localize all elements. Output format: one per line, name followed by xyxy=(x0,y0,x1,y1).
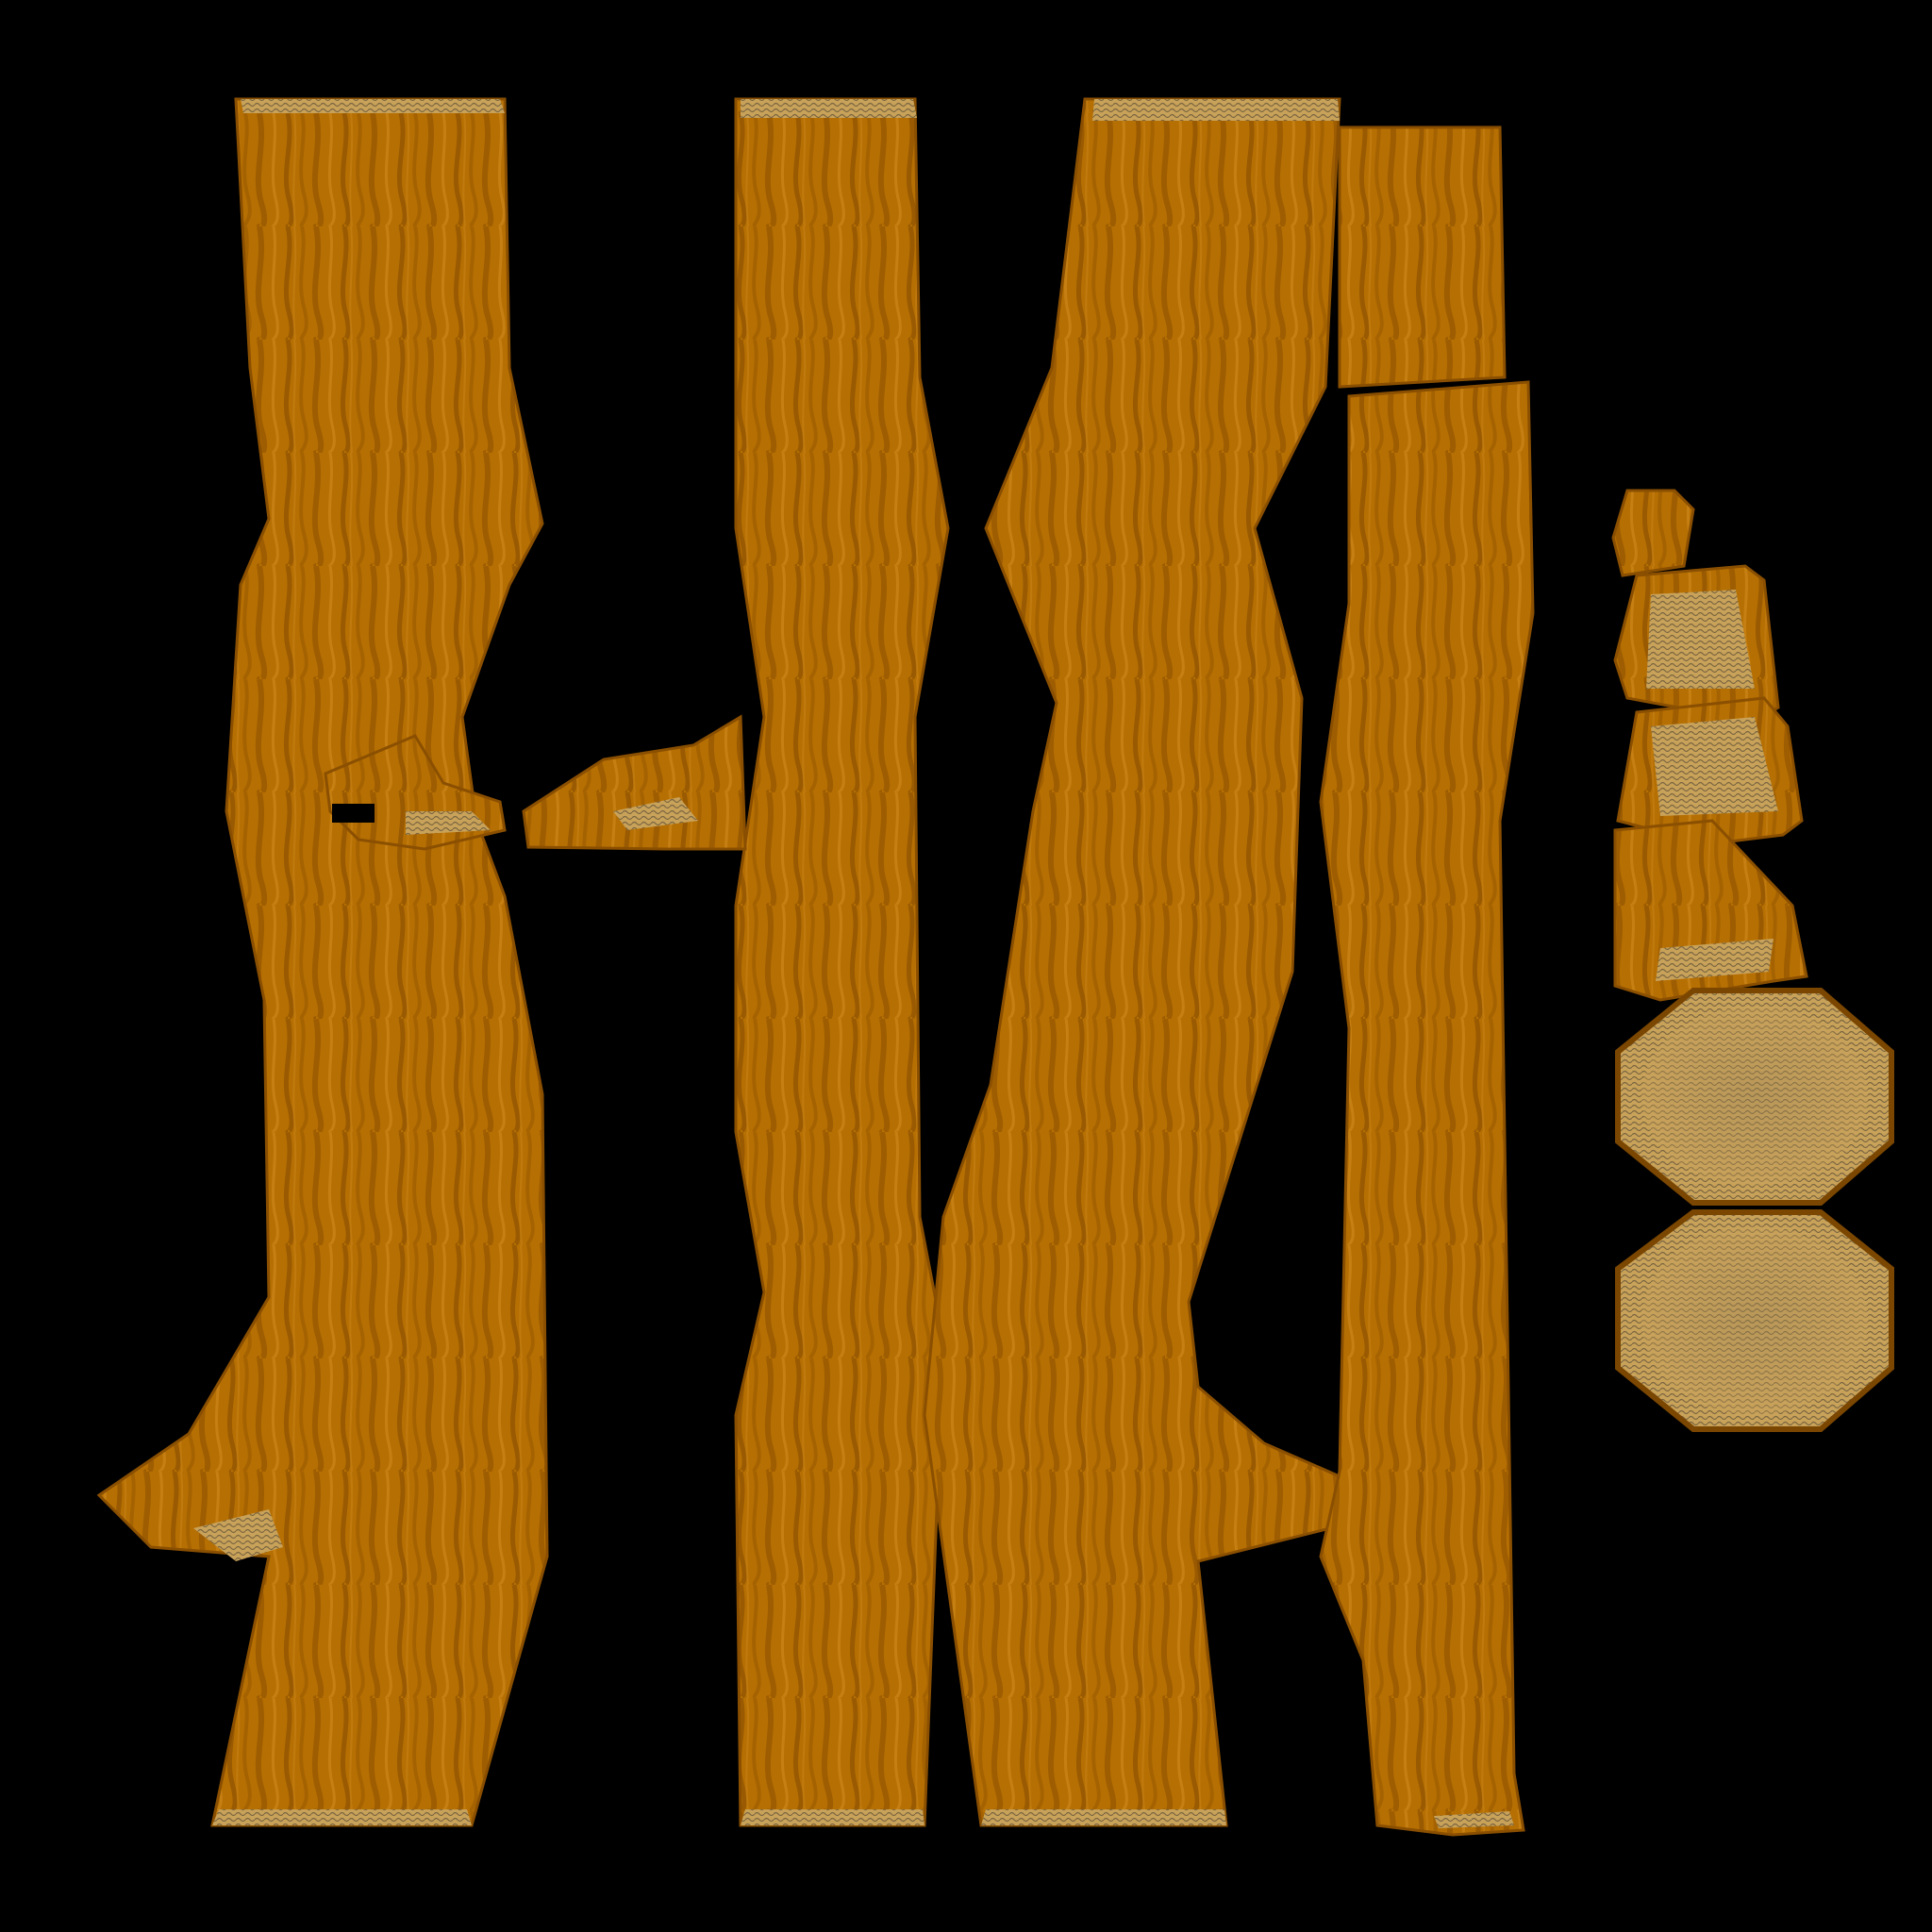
uv-island-end-cap-2 xyxy=(1615,1209,1894,1432)
uv-island-trunk-4 xyxy=(1319,125,1535,1837)
uv-island-trunk-3 xyxy=(923,97,1341,1827)
uv-island-trunk-2 xyxy=(522,97,950,1827)
uv-island-fragments xyxy=(1611,489,1808,1002)
uv-island-end-cap-1 xyxy=(1615,988,1894,1206)
uv-island-trunk-1 xyxy=(96,97,549,1827)
